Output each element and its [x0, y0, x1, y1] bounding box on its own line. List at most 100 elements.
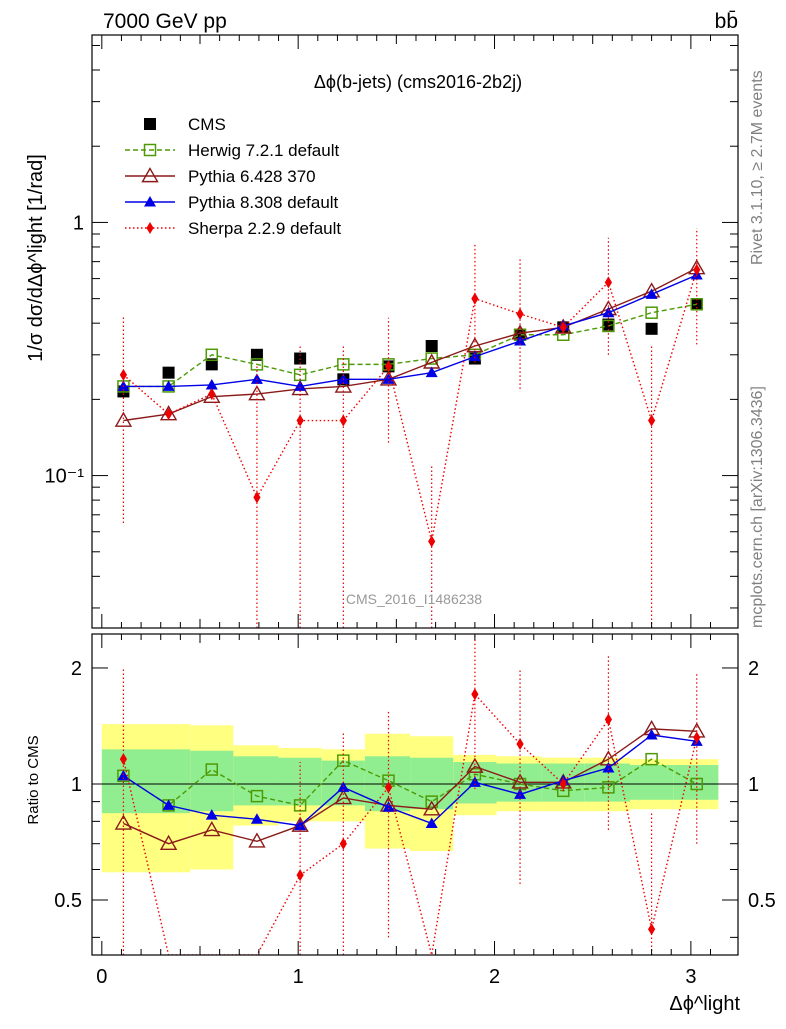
legend-label: Herwig 7.2.1 default — [188, 141, 339, 160]
marker-triangle-open — [141, 167, 159, 183]
series-sherpa-2-2-9-default — [119, 634, 701, 955]
marker-square-open — [690, 298, 704, 311]
marker-diamond — [119, 753, 128, 766]
ratio-data — [114, 634, 706, 955]
marker-square-open — [250, 789, 264, 803]
marker-triangle — [514, 788, 527, 799]
legend-entry: Herwig 7.2.1 default — [125, 141, 339, 160]
marker-diamond — [253, 491, 261, 504]
mcplots-label: mcplots.cern.ch [arXiv:1306.3436] — [749, 386, 766, 628]
legend-label: CMS — [188, 115, 226, 134]
marker-square — [162, 366, 175, 379]
marker-diamond — [339, 414, 347, 427]
main-frame — [91, 34, 739, 629]
marker-diamond — [146, 222, 154, 234]
marker-triangle — [294, 819, 307, 831]
series-pythia-6-428-370 — [114, 719, 706, 851]
legend-label: Sherpa 2.2.9 default — [188, 219, 341, 238]
marker-square-open — [645, 306, 658, 319]
marker-square-open — [143, 143, 157, 157]
y-tick-label: 10⁻¹ — [45, 466, 85, 488]
marker-diamond — [559, 777, 567, 790]
marker-square-open — [425, 352, 438, 365]
series-line — [122, 692, 698, 955]
marker-triangle — [425, 366, 438, 378]
marker-diamond — [428, 535, 436, 548]
marker-diamond — [648, 923, 656, 936]
marker-diamond — [471, 292, 479, 305]
marker-triangle — [468, 776, 481, 787]
series-line — [123, 274, 698, 388]
ratio-xlabel: Δϕ^light — [669, 993, 740, 1015]
marker-triangle — [602, 762, 615, 773]
series-line — [123, 734, 697, 827]
marker-triangle-open — [203, 821, 221, 837]
x-tick-label: 1 — [293, 966, 304, 988]
series-line — [123, 758, 698, 807]
chart-title: Δϕ(b-jets) (cms2016-2b2j) — [314, 72, 522, 92]
ratio-panel: 0 1 2 3 0.5 0.5 1 1 2 2 — [54, 633, 776, 988]
marker-triangle-open — [334, 789, 353, 805]
y-tick-label: 0.5 — [54, 890, 82, 912]
marker-square — [250, 348, 263, 361]
marker-triangle-open — [422, 800, 441, 816]
marker-triangle-open — [248, 832, 266, 848]
marker-diamond — [693, 263, 701, 276]
band-inner — [101, 749, 191, 814]
marker-diamond — [648, 414, 656, 427]
x-tick-label: 3 — [685, 966, 696, 988]
legend-label: Pythia 8.308 default — [188, 193, 339, 212]
marker-triangle-open — [114, 814, 133, 830]
marker-triangle — [468, 350, 481, 362]
marker-triangle — [162, 380, 175, 391]
legend-entry: Pythia 6.428 370 — [125, 167, 316, 186]
legend-label: Pythia 6.428 370 — [188, 167, 316, 186]
header-left: 7000 GeV pp — [103, 10, 227, 33]
marker-square-open — [645, 752, 658, 766]
main-panel: 10⁻¹ 1 — [45, 34, 739, 629]
marker-triangle — [144, 196, 156, 207]
marker-triangle — [250, 813, 263, 824]
marker-square-open — [250, 358, 264, 371]
series-line — [122, 269, 698, 542]
x-tick-label: 2 — [489, 966, 500, 988]
y-tick-label-right: 0.5 — [748, 890, 776, 912]
marker-triangle — [645, 729, 658, 740]
header-right: bb̄ — [715, 10, 738, 33]
y-tick-label: 2 — [71, 658, 82, 680]
watermark: CMS_2016_I1486238 — [346, 591, 482, 607]
marker-triangle — [294, 380, 307, 391]
series-line — [123, 728, 697, 845]
marker-square-open — [205, 348, 219, 362]
marker-triangle — [117, 769, 130, 781]
y-tick-label: 1 — [71, 774, 82, 796]
marker-diamond — [208, 388, 216, 401]
marker-triangle — [162, 799, 175, 810]
marker-diamond — [604, 713, 613, 726]
marker-triangle-open — [159, 834, 178, 851]
marker-triangle-open — [203, 387, 221, 403]
marker-diamond — [339, 837, 347, 850]
y-tick-label: 1 — [73, 212, 84, 234]
marker-triangle — [425, 817, 438, 828]
marker-triangle — [205, 378, 218, 390]
legend-entry: CMS — [144, 115, 226, 134]
marker-square — [425, 339, 438, 352]
marker-triangle — [602, 306, 615, 318]
marker-diamond — [119, 368, 128, 381]
series-pythia-8-308-default — [117, 268, 703, 391]
y-tick-label-right: 1 — [748, 774, 759, 796]
series-pythia-6-428-370 — [114, 259, 706, 427]
marker-diamond — [296, 869, 304, 882]
x-tick-label: 0 — [96, 966, 107, 988]
marker-diamond — [516, 307, 524, 320]
main-data — [114, 228, 706, 628]
marker-square — [645, 322, 658, 335]
marker-square-open — [425, 795, 438, 808]
marker-triangle — [382, 801, 395, 812]
marker-diamond — [471, 688, 479, 701]
legend-entry: Pythia 8.308 default — [125, 193, 339, 212]
marker-square — [205, 358, 218, 371]
rivet-label: Rivet 3.1.10, ≥ 2.7M events — [749, 70, 766, 265]
series-sherpa-2-2-9-default — [119, 228, 701, 628]
